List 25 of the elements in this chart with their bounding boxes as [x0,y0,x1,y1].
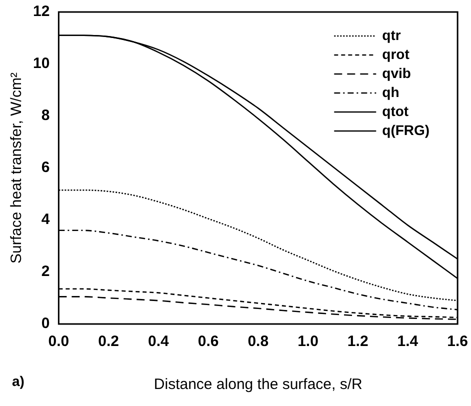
y-tick-label: 8 [41,107,50,124]
x-tick-label: 0.4 [148,333,170,350]
y-tick-label: 0 [41,315,50,332]
x-tick-label: 0.2 [98,333,119,350]
legend-label: qtr [382,26,402,43]
y-axis-title: Surface heat transfer, W/cm² [8,72,26,264]
y-tick-label: 2 [41,263,50,280]
x-axis-title: Distance along the surface, s/R [154,376,363,394]
x-tick-label: 1.6 [447,333,468,350]
x-tick-label: 0.6 [198,333,219,350]
legend-label: qh [382,84,400,100]
text: a) [12,372,24,389]
legend-label: qrot [382,46,410,62]
x-tick-label: 0.8 [248,333,269,350]
y-tick-label: 10 [32,55,50,72]
x-tick-label: 0.0 [48,333,70,350]
y-tick-label: 6 [41,159,50,176]
x-tick-label: 1.4 [397,333,419,350]
legend-label: qtot [382,102,409,119]
legend-label: q(FRG) [382,122,430,138]
y-tick-label: 12 [32,3,50,20]
x-tick-label: 1.0 [298,333,318,350]
legend-label: qvib [382,64,411,81]
x-tick-label: 1.2 [347,333,368,350]
y-tick-label: 4 [41,211,50,228]
